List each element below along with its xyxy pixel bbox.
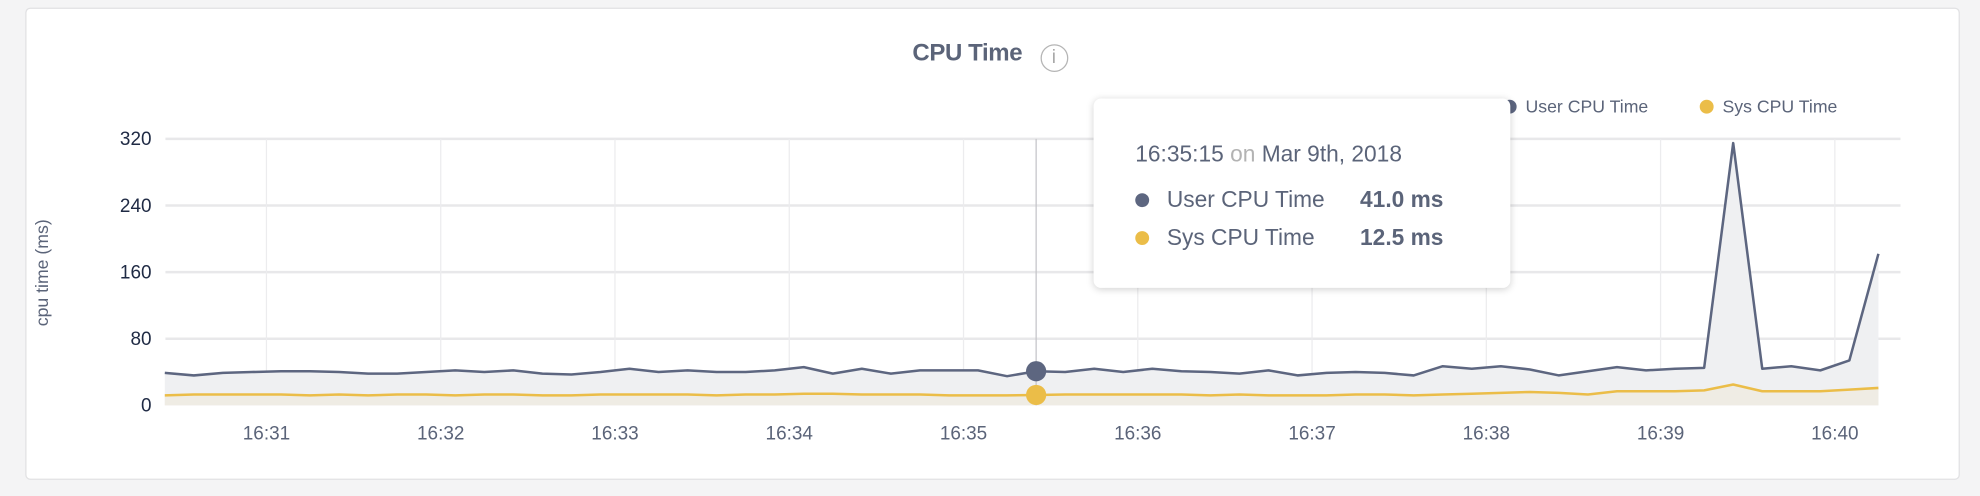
tooltip-time: 16:35:15 bbox=[1135, 141, 1224, 167]
x-tick-label: 16:32 bbox=[417, 423, 464, 444]
x-tick-label: 16:33 bbox=[591, 423, 638, 444]
series-line bbox=[164, 383, 1879, 397]
y-tick-label: 0 bbox=[141, 396, 152, 417]
series-area-sys bbox=[164, 384, 1879, 406]
x-tick-label: 16:37 bbox=[1288, 423, 1335, 444]
chart-tooltip: 16:35:15 on Mar 9th, 2018 User CPU Time … bbox=[1093, 98, 1511, 288]
tooltip-row-user: User CPU Time 41.0 ms bbox=[1135, 187, 1443, 214]
chart-header: CPU Time i bbox=[0, 40, 1980, 72]
legend-item-user[interactable]: User CPU Time bbox=[1502, 95, 1649, 117]
hover-marker bbox=[1026, 361, 1047, 382]
legend-label: User CPU Time bbox=[1525, 95, 1649, 117]
tooltip-value: 41.0 ms bbox=[1360, 186, 1444, 213]
hover-marker bbox=[1026, 384, 1047, 406]
legend-item-sys[interactable]: Sys CPU Time bbox=[1699, 95, 1838, 117]
legend-dot-icon bbox=[1699, 99, 1714, 114]
x-tick-label: 16:39 bbox=[1637, 423, 1684, 444]
tooltip-label: Sys CPU Time bbox=[1166, 224, 1315, 251]
tooltip-value: 12.5 ms bbox=[1360, 224, 1444, 251]
y-tick-label: 240 bbox=[120, 196, 152, 217]
series-user bbox=[164, 141, 1880, 378]
info-circle-icon[interactable]: i bbox=[1039, 44, 1068, 72]
series-dot-icon bbox=[1135, 193, 1150, 208]
legend-label: Sys CPU Time bbox=[1722, 95, 1838, 117]
tooltip-row-sys: Sys CPU Time 12.5 ms bbox=[1135, 225, 1443, 252]
tooltip-date: 16:35:15 on Mar 9th, 2018 bbox=[1135, 141, 1402, 168]
x-tick-label: 16:38 bbox=[1463, 423, 1510, 444]
x-tick-label: 16:36 bbox=[1114, 423, 1161, 444]
x-tick-label: 16:35 bbox=[940, 423, 987, 444]
y-tick-label: 160 bbox=[120, 262, 152, 283]
series-sys bbox=[164, 383, 1879, 397]
series-dot-icon bbox=[1135, 231, 1150, 245]
y-tick-label: 80 bbox=[130, 329, 151, 350]
x-tick-label: 16:31 bbox=[243, 423, 290, 444]
series-area-user bbox=[164, 143, 1879, 406]
series-line bbox=[164, 141, 1880, 378]
tooltip-day: Mar 9th, 2018 bbox=[1261, 141, 1402, 167]
y-tick-label: 320 bbox=[120, 129, 152, 150]
x-tick-label: 16:34 bbox=[766, 423, 813, 444]
tooltip-on: on bbox=[1230, 141, 1256, 167]
y-axis-label: cpu time (ms) bbox=[32, 219, 52, 326]
tooltip-label: User CPU Time bbox=[1166, 186, 1325, 213]
x-tick-label: 16:40 bbox=[1811, 423, 1858, 444]
chart-title: CPU Time bbox=[912, 40, 1023, 67]
